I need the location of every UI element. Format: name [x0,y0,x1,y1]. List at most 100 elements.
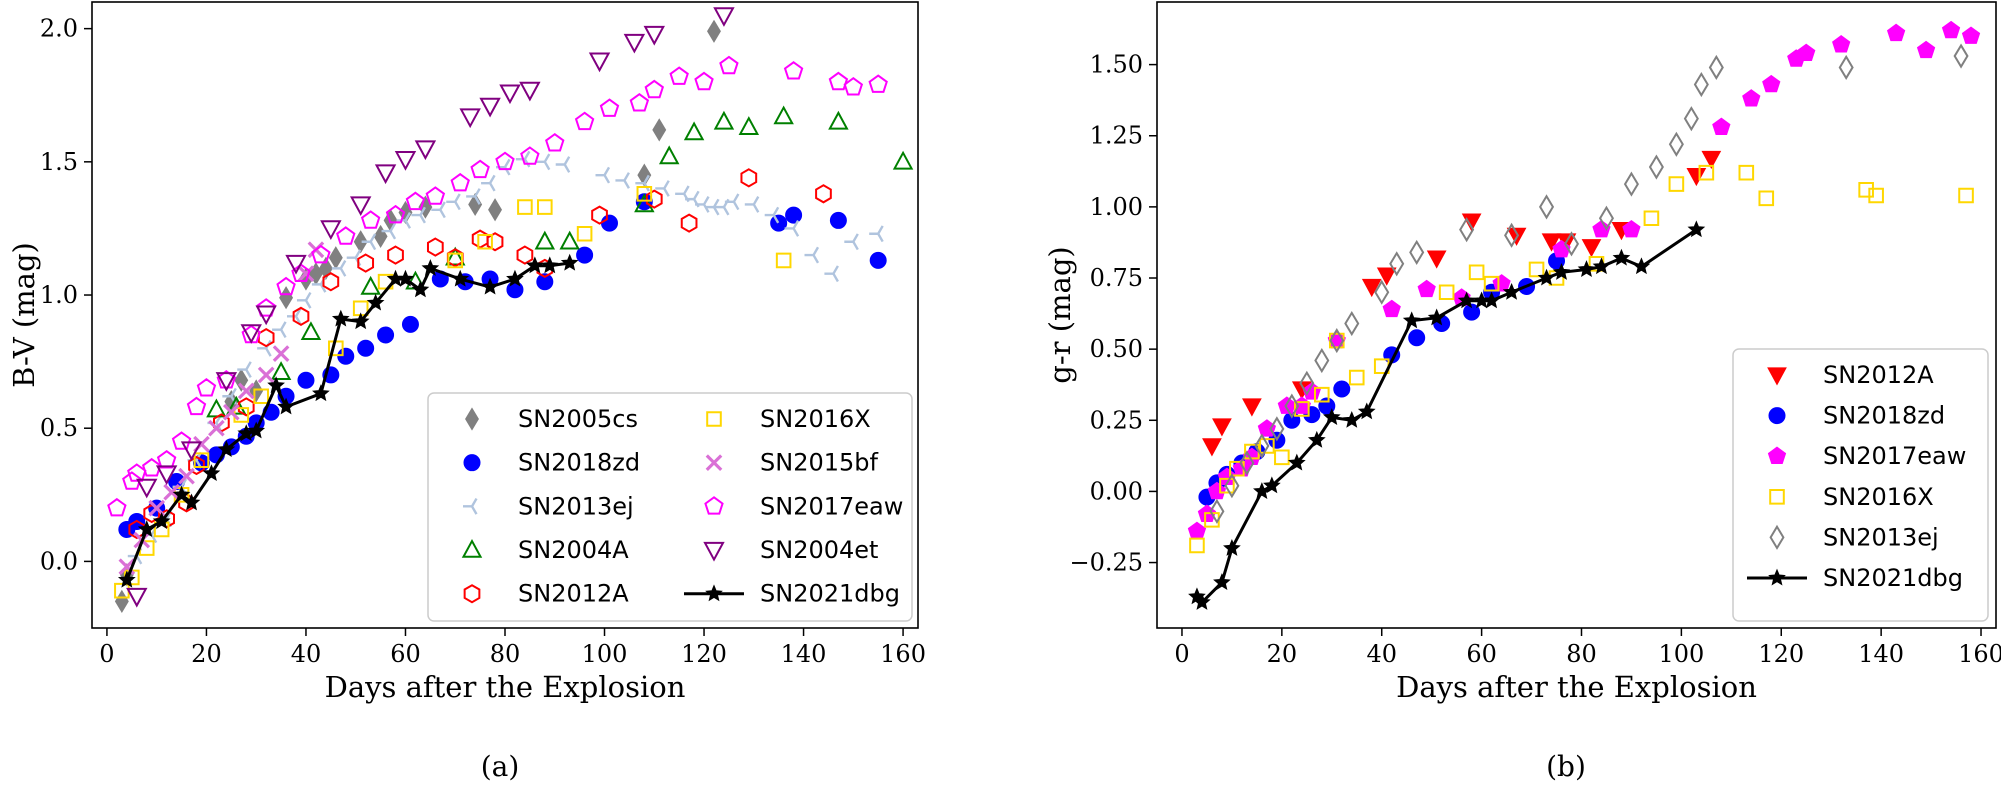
legend-marker [1768,568,1786,586]
legend-label: SN2004et [760,536,878,564]
legend-marker [704,496,724,515]
x-tick-label: 60 [390,640,421,668]
data-point [234,368,249,392]
data-point [1438,284,1455,301]
data-point [536,273,554,291]
data-point [574,111,595,131]
data-point [636,186,653,202]
x-tick-label: 120 [1758,640,1804,668]
data-point [396,269,415,287]
y-axis-label: B-V (mag) [7,242,41,388]
data-point [182,493,201,511]
data-point [141,457,162,477]
series-sn2013ej [1209,43,1969,524]
data-point [775,252,792,269]
data-point [517,199,533,215]
y-tick-label: 2.0 [40,15,78,43]
series-sn2016x [114,186,792,599]
data-point [361,233,377,251]
data-point [643,25,665,46]
legend-marker [1769,524,1785,550]
data-point [202,464,221,482]
x-tick-label: 100 [582,640,628,668]
legend-marker [465,407,479,431]
legend-label: SN2016X [1823,483,1934,511]
series-sn2004et [126,7,735,608]
data-point [357,253,375,273]
legend-item-sn2017eaw: SN2017eaw [704,492,903,520]
y-tick-label: 0.5 [40,414,78,442]
data-point [374,164,397,185]
chart-panel-b: 0 20 40 60 80 100 120 140 160 −0.25 0.00 0.25 0.50 0.… [1043,1,2001,783]
data-point [336,226,356,245]
data-point [322,272,340,292]
data-point [576,225,593,242]
data-point [783,61,804,80]
data-point [1668,176,1685,192]
data-point [1213,573,1231,590]
data-point [1858,182,1874,198]
data-point [451,269,470,287]
data-point [320,220,342,241]
data-point [247,421,266,439]
legend-marker [705,584,723,602]
data-point [122,471,142,490]
data-point [707,19,721,43]
data-point [377,326,395,344]
data-point [1577,260,1596,277]
data-point [1643,210,1660,227]
data-point [296,291,312,309]
data-point [892,150,914,170]
data-point [815,184,832,204]
legend-marker [461,538,483,558]
data-point [713,110,735,130]
legend-item-sn2013ej: SN2013ej [1769,523,1939,551]
data-point [277,397,295,415]
data-point [499,84,521,105]
x-tick-label: 0 [1174,640,1189,668]
data-point [1482,291,1501,309]
data-point [1427,308,1446,326]
data-point [1209,498,1225,524]
data-point [351,312,370,330]
x-tick-label: 160 [1958,640,2001,668]
data-point [360,210,381,229]
data-point [353,230,368,254]
data-point [171,431,192,450]
data-point [540,256,559,274]
data-point [516,245,534,265]
panel-label: (a) [481,750,520,782]
series-sn2021dbg [1188,220,1706,610]
data-point [237,382,255,400]
data-point [276,276,296,296]
data-point [588,52,611,73]
legend-label: SN2013ej [1823,523,1939,551]
data-point [1868,187,1884,204]
data-point [559,230,580,250]
data-point [1632,257,1651,275]
data-point [1329,328,1345,354]
data-point [163,483,180,501]
data-point [740,168,758,188]
x-axis-label: Days after the Explosion [1396,670,1757,704]
data-point [421,259,440,276]
legend-label: SN2005cs [518,405,638,433]
data-point [869,251,887,269]
data-point [425,186,446,205]
chart-panel-a: 0 20 40 60 80 100 120 140 160 0.0 0.5 1.0 1.5 2.0 Days… [7,1,926,783]
legend-item-sn2018zd: SN2018zd [1768,402,1945,430]
data-point [381,222,397,240]
legend-item-sn2013ej: SN2013ej [463,492,634,520]
data-point [534,230,556,250]
legend-label: SN2017eaw [760,492,903,520]
data-point [1382,299,1401,318]
data-point [1314,347,1330,374]
data-point [804,246,820,264]
data-point [1259,438,1275,454]
data-point [615,172,630,189]
data-point [595,166,611,184]
data-point [1426,250,1447,269]
data-point [1287,453,1306,471]
x-tick-label: 140 [1858,640,1904,668]
data-point [683,121,705,141]
